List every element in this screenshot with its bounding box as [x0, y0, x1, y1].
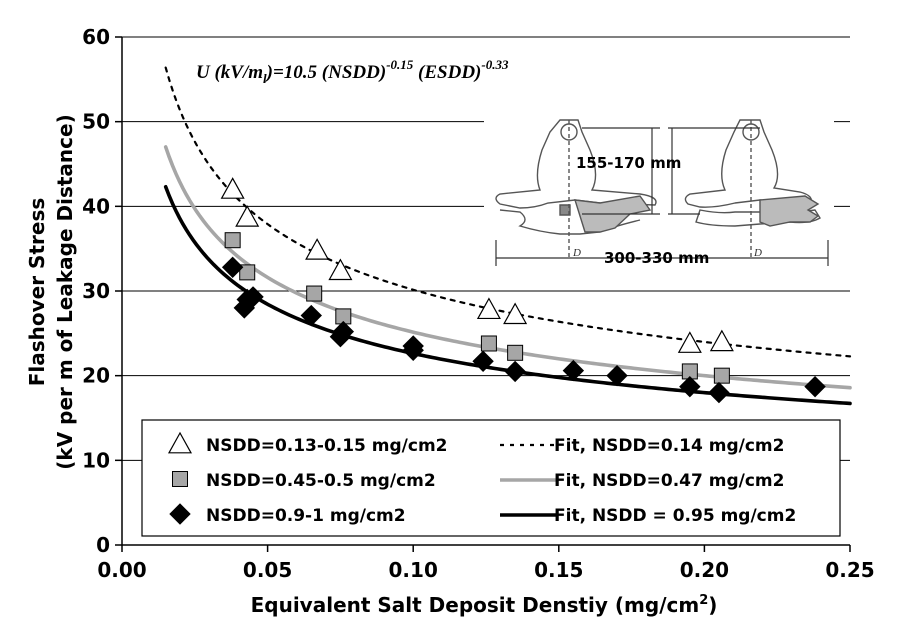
legend-label-triangle: NSDD=0.13-0.15 mg/cm2	[206, 436, 448, 456]
square-point-5	[507, 344, 524, 361]
legend-label-fit-0.95: Fit, NSDD = 0.95 mg/cm2	[554, 506, 796, 526]
insulator-right-drawing	[684, 119, 821, 260]
triangle-point-4	[476, 297, 501, 320]
y-tick-label-60: 60	[82, 25, 110, 49]
equation-mid: (ESDD)	[413, 62, 481, 83]
x-tick-label-0.15: 0.15	[534, 558, 583, 582]
fit-curve-nsdd-0.14	[164, 66, 852, 358]
x-tick-label-0.20: 0.20	[680, 558, 729, 582]
legend-label-fit-0.47: Fit, NSDD=0.47 mg/cm2	[554, 471, 784, 491]
legend-label-square: NSDD=0.45-0.5 mg/cm2	[206, 471, 436, 491]
square-point-2	[306, 285, 323, 302]
equation-lhs-suffix: )=10.5 (NSDD)	[265, 62, 387, 83]
triangle-point-0	[220, 177, 245, 199]
legend-marker-diamond	[169, 503, 191, 525]
fit-equation: U (kV/ml)=10.5 (NSDD)-0.15 (ESDD)-0.33	[196, 57, 509, 86]
square-point-7	[713, 367, 730, 384]
y-tick-label-20: 20	[82, 364, 110, 388]
equation-lhs-prefix: U (kV/m	[196, 62, 263, 83]
equation-lhs-sub: l	[263, 71, 267, 86]
y-axis-title-line1: Flashover Stress	[25, 198, 49, 387]
y-tick-label-30: 30	[82, 279, 110, 303]
diamond-point-4	[300, 304, 322, 327]
equation-exp2: -0.33	[481, 57, 509, 72]
y-axis-title-line2: (kV per m of Leakage Distance)	[53, 114, 77, 469]
diamond-point-3	[242, 286, 264, 308]
legend-marker-triangle	[167, 431, 193, 454]
y-tick-label-50: 50	[82, 110, 110, 134]
x-axis-title: Equivalent Salt Deposit Denstiy (mg/cm2)	[251, 593, 718, 617]
x-tick-label-0.05: 0.05	[243, 558, 292, 582]
diameter-label-left: D	[572, 247, 581, 259]
diamond-point-14	[708, 381, 730, 404]
x-tick-label-0.00: 0.00	[97, 558, 146, 582]
legend-label-diamond: NSDD=0.9-1 mg/cm2	[206, 506, 406, 526]
legend-marker-square	[172, 471, 188, 487]
legend-label-fit-0.14: Fit, NSDD=0.14 mg/cm2	[554, 436, 784, 456]
legend: NSDD=0.13-0.15 mg/cm2 NSDD=0.45-0.5 mg/cm…	[141, 419, 841, 537]
diamond-point-0	[221, 256, 244, 279]
y-tick-label-10: 10	[82, 448, 110, 472]
legend-box	[141, 419, 841, 537]
diamond-point-9	[472, 350, 494, 372]
y-tick-label-0: 0	[96, 533, 110, 557]
dimension-lines	[495, 127, 829, 266]
data-markers	[220, 177, 826, 404]
x-axis-title-text: Equivalent Salt Deposit Denstiy (mg/cm	[251, 593, 700, 617]
diamond-point-12	[606, 364, 628, 387]
triangle-point-3	[328, 258, 353, 281]
axes: 0 10 20 30 40 50 60 0.00 0.05 0.10 0.15 0.20 0.25	[82, 25, 875, 582]
x-tick-label-0.10: 0.10	[389, 558, 438, 582]
triangle-point-2	[305, 238, 330, 260]
x-axis-title-sup: 2	[699, 593, 708, 608]
diamond-point-8	[402, 339, 424, 361]
dimension-height-label: 155-170 mm	[576, 154, 681, 172]
triangle-point-1	[235, 205, 260, 227]
y-tick-label-40: 40	[82, 194, 110, 218]
diamond-point-6	[332, 320, 355, 343]
x-axis-title-end: )	[708, 593, 717, 617]
diamond-point-10	[504, 360, 526, 383]
dimension-width-label: 300-330 mm	[604, 249, 709, 267]
equation-exp1: -0.15	[386, 57, 414, 72]
triangle-point-7	[709, 329, 734, 352]
square-point-0	[224, 232, 241, 249]
insulator-diagram: 155-170 mm 300-330 mm D D	[484, 100, 834, 272]
square-point-1	[239, 264, 256, 281]
diamond-point-15	[804, 375, 826, 398]
square-point-4	[480, 335, 497, 352]
diameter-label-right: D	[753, 247, 762, 259]
triangle-point-5	[503, 302, 528, 325]
triangle-point-6	[677, 331, 702, 353]
x-tick-label-0.25: 0.25	[825, 558, 874, 582]
diamond-point-13	[679, 375, 701, 398]
diamond-point-11	[562, 359, 585, 382]
